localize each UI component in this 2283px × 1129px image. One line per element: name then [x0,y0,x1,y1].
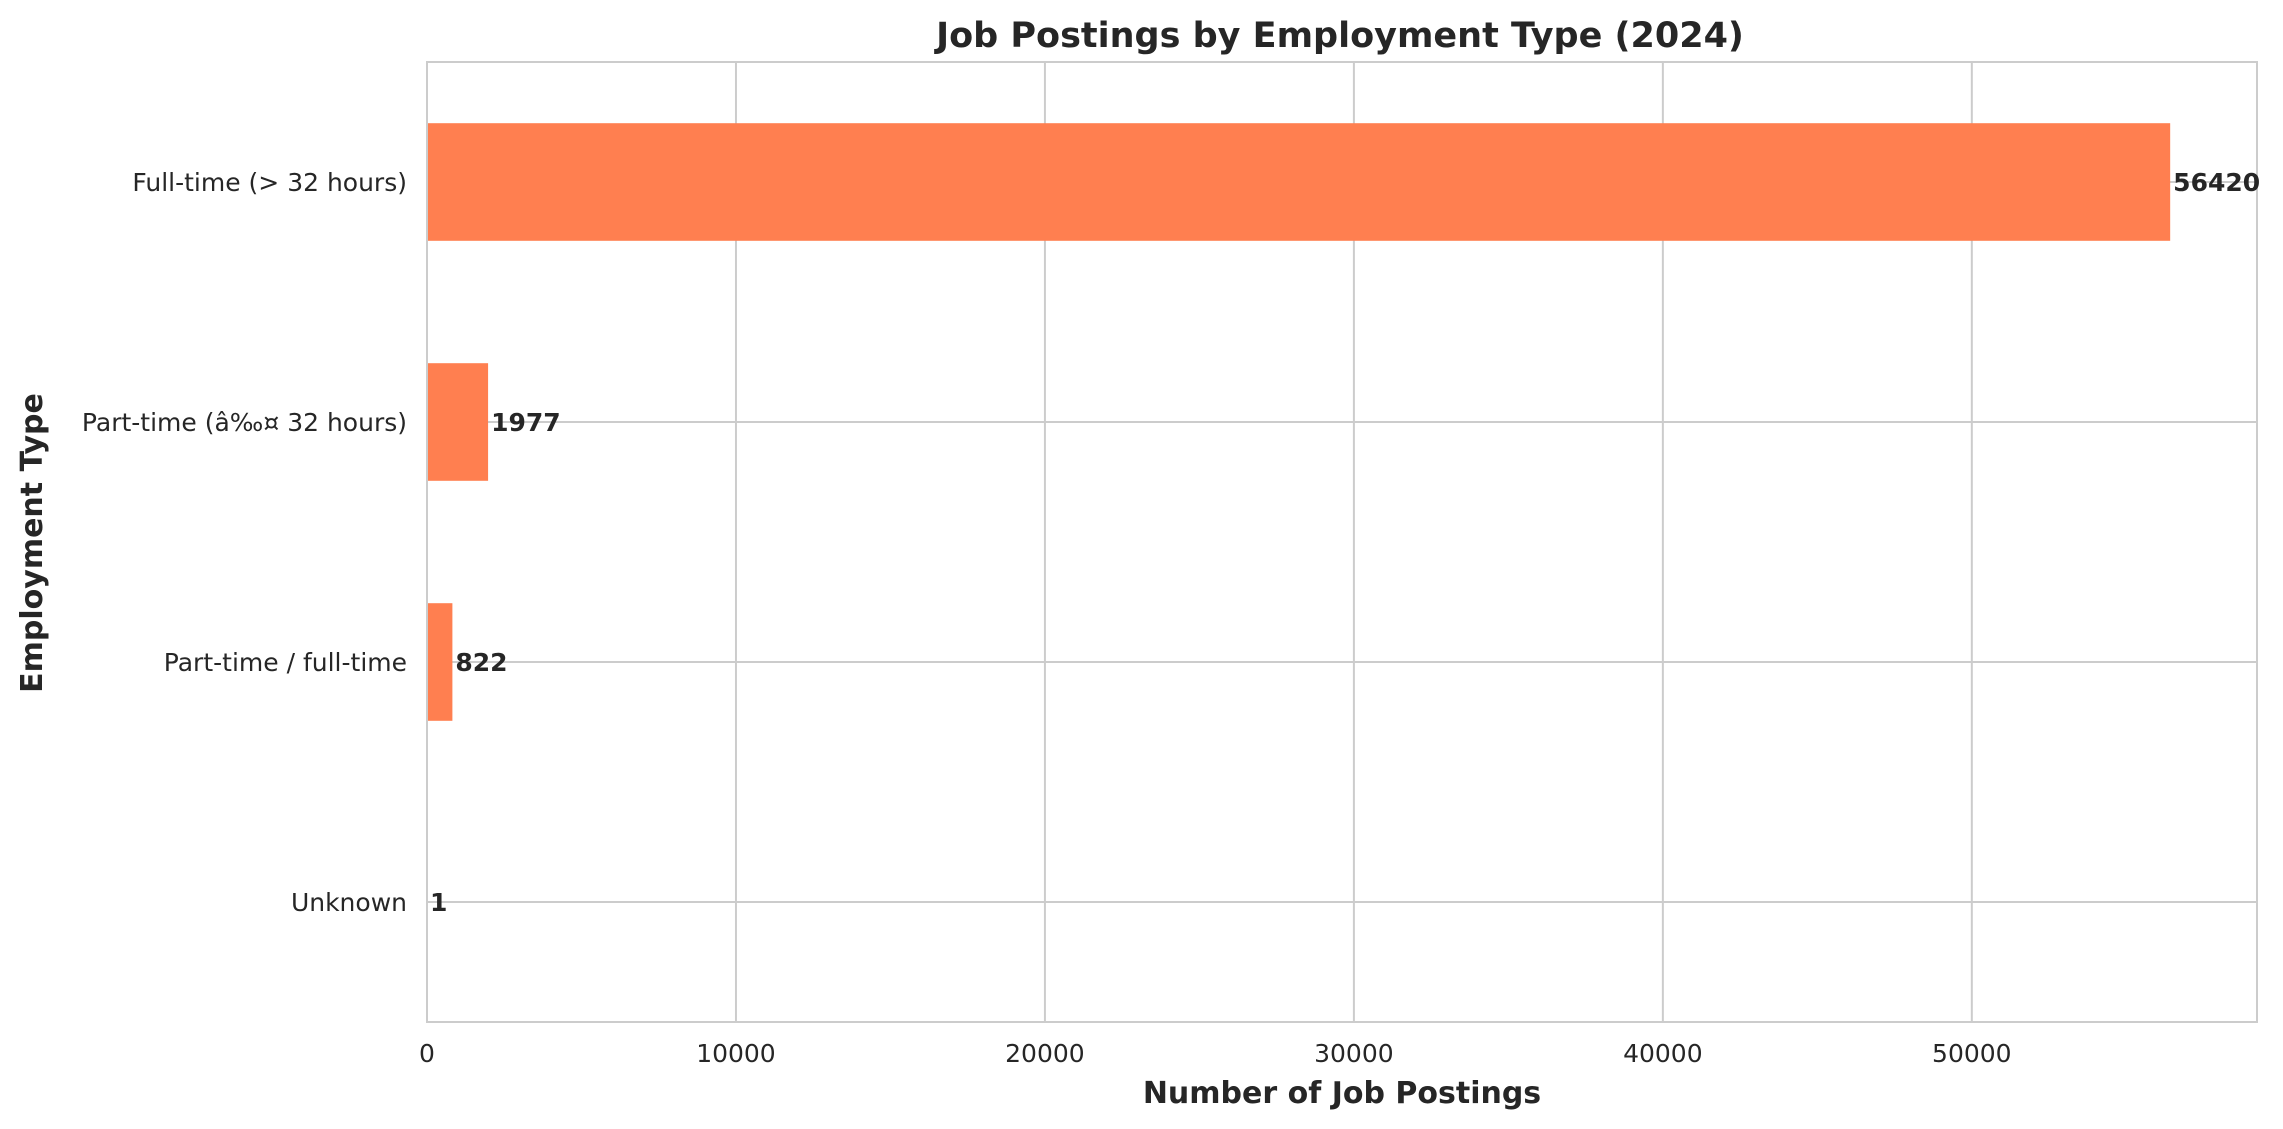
bar [427,363,489,481]
bar [427,123,2171,241]
x-tick-label: 30000 [1314,1039,1394,1068]
bar-layer [427,123,2171,961]
y-axis-label: Employment Type [15,393,50,693]
x-tick-label: 10000 [696,1039,776,1068]
x-tick-label: 50000 [1932,1039,2012,1068]
plot-frame [426,61,2258,1023]
chart-title: Job Postings by Employment Type (2024) [934,16,1744,56]
x-tick-label: 40000 [1623,1039,1703,1068]
y-tick-label: Unknown [291,888,407,917]
bar [427,603,453,721]
data-labels: 56420 1977 822 1 [430,168,2260,917]
data-label: 56420 [2173,168,2260,197]
x-axis-label: Number of Job Postings [1143,1076,1541,1111]
data-label: 822 [455,648,507,677]
x-tick-labels: 0 10000 20000 30000 40000 50000 [419,1039,2012,1068]
data-label: 1977 [491,408,561,437]
data-label: 1 [430,888,447,917]
y-tick-label: Part-time / full-time [164,648,407,677]
x-tick-label: 0 [419,1039,435,1068]
y-tick-label: Full-time (> 32 hours) [132,168,407,197]
x-tick-label: 20000 [1005,1039,1085,1068]
y-tick-labels: Full-time (> 32 hours) Part-time (â‰¤ 32 … [82,168,407,917]
y-tick-label: Part-time (â‰¤ 32 hours) [82,408,407,437]
